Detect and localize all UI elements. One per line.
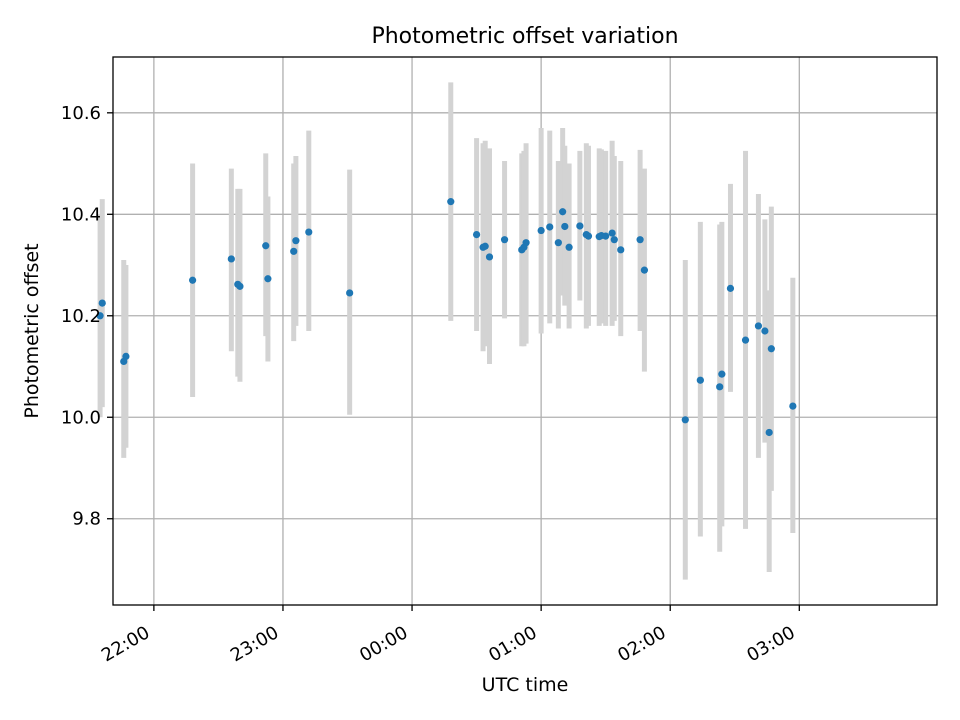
data-point [767,345,775,353]
data-point [696,376,704,384]
data-point [602,232,610,240]
chart-title: Photometric offset variation [371,24,678,49]
data-point [608,229,616,237]
data-point [565,243,573,251]
data-point [636,236,644,244]
data-point [472,230,481,239]
data-point [189,276,197,284]
plot-frame [112,56,938,606]
data-point [726,284,735,292]
data-point [559,208,567,216]
data-point [96,312,104,320]
tick-layer: 22:00 23:00 00:00 01:00 02:00 03:00 9.8 10.0 10.… [61,103,800,666]
data-point [227,255,235,263]
x-tick-label: 02:00 [614,622,669,666]
data-point [716,383,724,391]
y-tick-label: 10.6 [61,103,101,124]
data-point [546,223,554,231]
data-point [584,232,593,240]
data-point [576,222,584,230]
data-point [561,222,569,231]
x-tick-label: 23:00 [227,622,282,666]
y-axis-label: Photometric offset [21,243,43,418]
x-tick-label: 01:00 [485,622,540,666]
x-tick-label: 00:00 [356,622,411,666]
data-point [262,242,270,250]
data-point [765,428,773,437]
x-tick-label: 03:00 [743,622,798,666]
y-tick-label: 10.4 [61,204,101,225]
data-point [122,352,130,360]
data-point [485,253,494,261]
data-point [481,242,489,250]
data-point [264,275,272,283]
data-point [640,266,649,274]
data-point [741,336,750,344]
data-point [554,239,562,247]
data-point [761,327,769,335]
data-point [346,289,354,297]
data-point [500,236,509,244]
data-point [98,299,106,307]
data-point [754,322,763,330]
data-point [610,236,618,244]
data-point [522,239,530,247]
data-point [236,282,244,290]
data-point [789,402,797,410]
point-layer [96,198,797,437]
data-point [718,370,726,378]
y-tick-label: 10.0 [61,407,101,428]
data-point [305,228,313,236]
y-tick-label: 9.8 [72,509,101,530]
data-point [292,237,300,245]
data-point [681,416,689,424]
data-point [537,226,545,235]
errorbar-layer [97,82,796,580]
data-point [447,198,455,206]
data-point [290,247,298,255]
y-tick-label: 10.2 [61,306,101,327]
x-tick-label: 22:00 [98,622,153,666]
data-point [617,246,625,254]
x-axis-label: UTC time [482,674,569,696]
